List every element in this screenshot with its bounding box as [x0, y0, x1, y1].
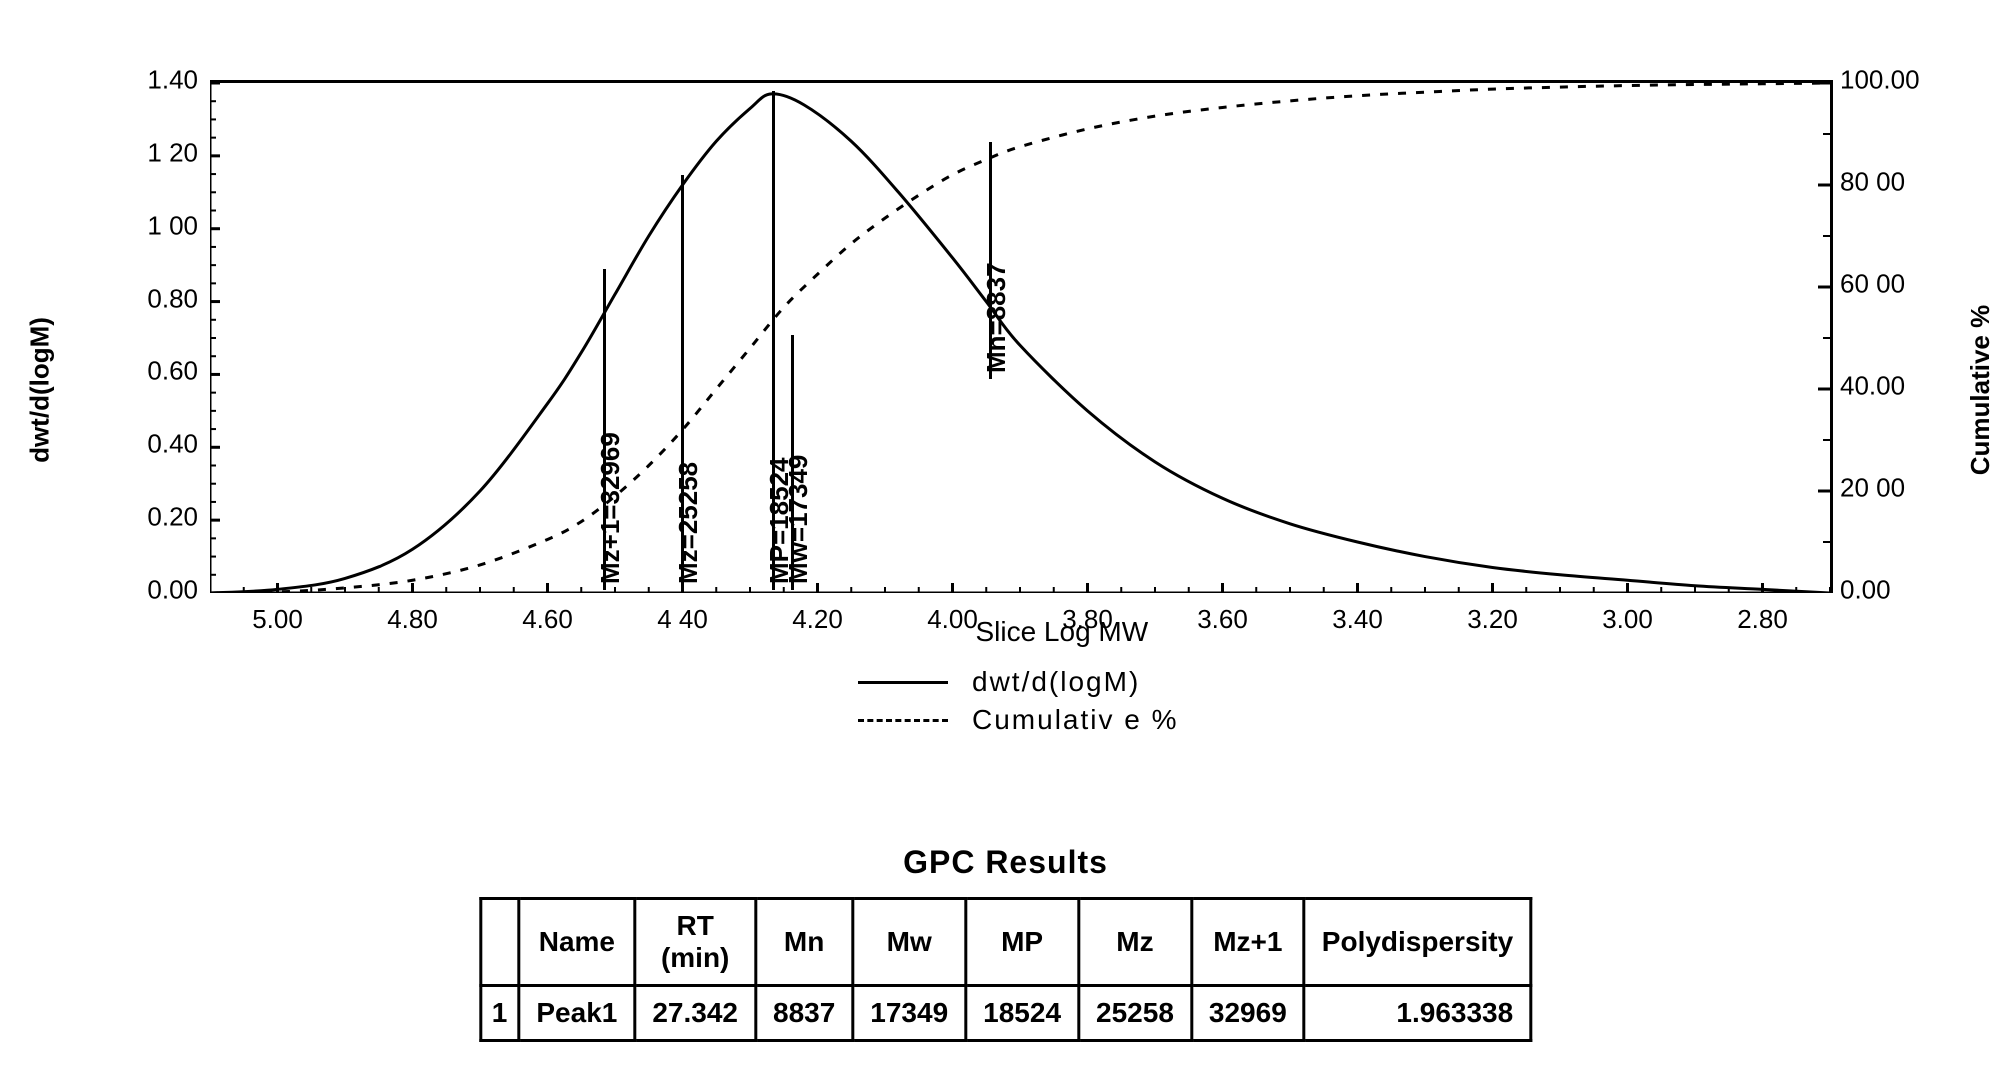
- y-left-tick-label: 0.20: [118, 502, 198, 533]
- y-left-tick-label: 1 20: [118, 137, 198, 168]
- y-axis-right-label: Cumulative %: [1965, 305, 1996, 476]
- legend-label: dwt/d(logM): [972, 666, 1140, 698]
- table-header: Mn: [755, 899, 852, 986]
- legend-swatch: [858, 719, 948, 722]
- y-left-tick-label: 0.00: [118, 575, 198, 606]
- table-cell: 32969: [1191, 986, 1304, 1041]
- results-title: GPC Results: [479, 844, 1532, 881]
- table-cell: 18524: [966, 986, 1079, 1041]
- y-right-tick-label: 60 00: [1840, 269, 1905, 300]
- y-right-tick-label: 100.00: [1840, 65, 1920, 96]
- table-header: RT(min): [635, 899, 756, 986]
- table-header: Polydispersity: [1304, 899, 1530, 986]
- y-left-tick-label: 0.40: [118, 429, 198, 460]
- y-left-tick-label: 0.60: [118, 356, 198, 387]
- y-left-tick-label: 0.80: [118, 283, 198, 314]
- table-cell: 25258: [1079, 986, 1192, 1041]
- table-header: Mz: [1079, 899, 1192, 986]
- table-header: Mz+1: [1191, 899, 1304, 986]
- x-tick-label: 3.00: [1602, 604, 1653, 635]
- x-tick-label: 5.00: [252, 604, 303, 635]
- legend-label: Cumulativ e %: [972, 704, 1179, 736]
- page: dwt/d(logM) Cumulative % 1.40 1 20 1 00 0.8…: [0, 0, 2011, 1065]
- table-cell: Peak1: [519, 986, 635, 1041]
- y-right-tick-label: 40.00: [1840, 371, 1905, 402]
- x-tick-label: 4.80: [387, 604, 438, 635]
- marker-label: Mz+1=32969: [595, 432, 626, 584]
- marker-label: Mz=25258: [673, 462, 704, 584]
- chart-area: dwt/d(logM) Cumulative % 1.401 201 000.8…: [60, 70, 1960, 710]
- x-tick-label: 2.80: [1737, 604, 1788, 635]
- x-tick-label: 4.00: [927, 604, 978, 635]
- table-cell: 1.963338: [1304, 986, 1530, 1041]
- results-section: GPC Results NameRT(min)MnMwMPMzMz+1Polyd…: [479, 830, 1532, 1042]
- x-tick-label: 3.40: [1332, 604, 1383, 635]
- y-right-tick-label: 80 00: [1840, 167, 1905, 198]
- legend-swatch: [858, 681, 948, 684]
- y-left-tick-label: 1.40: [118, 65, 198, 96]
- table-header: MP: [966, 899, 1079, 986]
- x-tick-label: 4 40: [657, 604, 708, 635]
- gpc-results-table: NameRT(min)MnMwMPMzMz+1Polydispersity1Pe…: [479, 897, 1532, 1042]
- marker-label: Mw=17349: [783, 455, 814, 584]
- table-cell: 27.342: [635, 986, 756, 1041]
- y-axis-left-label: dwt/d(logM): [25, 317, 56, 463]
- marker-label: Mn=8837: [981, 262, 1012, 373]
- x-tick-label: 3.20: [1467, 604, 1518, 635]
- x-tick-label: 3.60: [1197, 604, 1248, 635]
- table-cell: 1: [480, 986, 519, 1041]
- table-cell: 17349: [853, 986, 966, 1041]
- x-tick-label: 4.20: [792, 604, 843, 635]
- table-header: [480, 899, 519, 986]
- table-cell: 8837: [755, 986, 852, 1041]
- legend-item: Cumulativ e %: [858, 704, 1179, 736]
- table-header: Name: [519, 899, 635, 986]
- x-axis-label: Slice Log MW: [975, 616, 1148, 648]
- table-row: 1Peak127.3428837173491852425258329691.96…: [480, 986, 1530, 1041]
- plot-svg: [210, 83, 1830, 593]
- plot-region: [210, 80, 1833, 593]
- y-right-tick-label: 0.00: [1840, 575, 1891, 606]
- legend-item: dwt/d(logM): [858, 666, 1179, 698]
- legend: dwt/d(logM) Cumulativ e %: [858, 660, 1179, 742]
- y-right-tick-label: 20 00: [1840, 473, 1905, 504]
- table-header: Mw: [853, 899, 966, 986]
- x-tick-label: 4.60: [522, 604, 573, 635]
- y-left-tick-label: 1 00: [118, 210, 198, 241]
